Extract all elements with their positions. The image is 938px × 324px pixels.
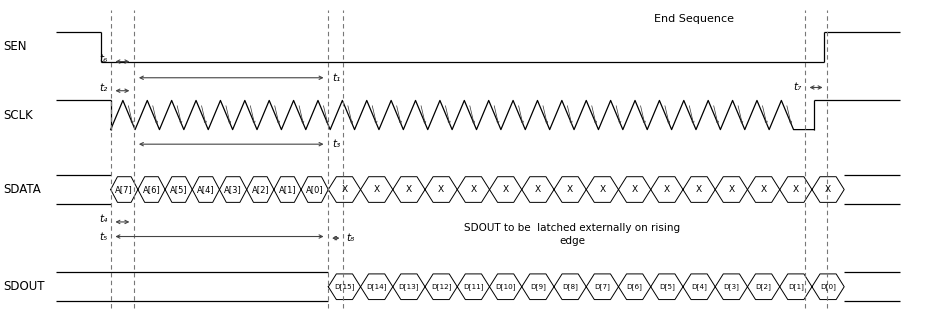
Text: D[5]: D[5] <box>658 284 674 290</box>
Text: SEN: SEN <box>3 40 26 53</box>
Text: SCLK: SCLK <box>3 109 33 122</box>
Text: t₃: t₃ <box>332 139 340 149</box>
Text: A[1]: A[1] <box>279 185 296 194</box>
Text: D[9]: D[9] <box>530 284 546 290</box>
Text: A[4]: A[4] <box>197 185 215 194</box>
Text: X: X <box>631 185 638 194</box>
Text: X: X <box>567 185 573 194</box>
Text: X: X <box>438 185 445 194</box>
Text: X: X <box>341 185 347 194</box>
Text: D[12]: D[12] <box>431 284 451 290</box>
Text: D[8]: D[8] <box>562 284 578 290</box>
Text: X: X <box>470 185 477 194</box>
Text: A[2]: A[2] <box>251 185 269 194</box>
Text: D[15]: D[15] <box>334 284 355 290</box>
Text: t₆: t₆ <box>99 54 108 64</box>
Text: D[13]: D[13] <box>399 284 419 290</box>
Text: A[6]: A[6] <box>143 185 160 194</box>
Text: X: X <box>825 185 831 194</box>
Text: t₁: t₁ <box>332 73 340 83</box>
Text: D[3]: D[3] <box>723 284 739 290</box>
Text: t₄: t₄ <box>99 214 108 224</box>
Text: D[7]: D[7] <box>595 284 611 290</box>
Text: t₅: t₅ <box>99 232 108 241</box>
Text: D[10]: D[10] <box>495 284 516 290</box>
Text: D[2]: D[2] <box>756 284 772 290</box>
Text: D[11]: D[11] <box>463 284 484 290</box>
Text: D[4]: D[4] <box>691 284 707 290</box>
Text: t₈: t₈ <box>346 233 355 243</box>
Text: X: X <box>696 185 703 194</box>
Text: X: X <box>793 185 799 194</box>
Text: X: X <box>503 185 508 194</box>
Text: D[6]: D[6] <box>627 284 643 290</box>
Text: edge: edge <box>559 237 585 246</box>
Text: X: X <box>373 185 380 194</box>
Text: X: X <box>599 185 605 194</box>
Text: X: X <box>761 185 766 194</box>
Text: D[0]: D[0] <box>820 284 836 290</box>
Text: SDOUT: SDOUT <box>3 280 44 293</box>
Text: A[5]: A[5] <box>170 185 188 194</box>
Text: A[3]: A[3] <box>224 185 242 194</box>
Text: End Sequence: End Sequence <box>654 15 734 24</box>
Text: X: X <box>664 185 670 194</box>
Text: t₂: t₂ <box>99 83 108 93</box>
Text: X: X <box>406 185 412 194</box>
Text: X: X <box>728 185 734 194</box>
Text: D[14]: D[14] <box>367 284 386 290</box>
Text: X: X <box>535 185 541 194</box>
Text: SDOUT to be  latched externally on rising: SDOUT to be latched externally on rising <box>464 224 680 233</box>
Text: t₇: t₇ <box>794 83 802 92</box>
Text: D[1]: D[1] <box>788 284 804 290</box>
Text: A[7]: A[7] <box>115 185 133 194</box>
Text: A[0]: A[0] <box>306 185 324 194</box>
Text: SDATA: SDATA <box>3 183 40 196</box>
